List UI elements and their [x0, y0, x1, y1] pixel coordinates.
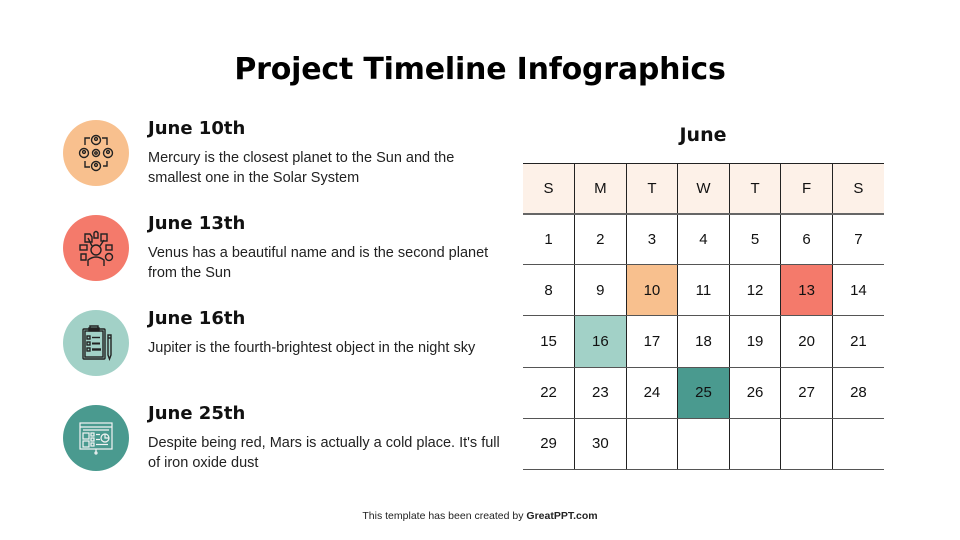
- calendar-day-cell: 28: [831, 367, 884, 419]
- calendar-day-cell-highlighted: 13: [780, 264, 833, 317]
- calendar-day-cell-empty: [780, 418, 833, 471]
- calendar-day-cell: 15: [523, 315, 576, 368]
- event-icon-circle: [63, 215, 129, 281]
- footer-text: This template has been created by: [362, 510, 527, 522]
- calendar-day-cell: 11: [677, 264, 730, 317]
- calendar-week-row: 1 2 3 4 5 6 7: [523, 213, 884, 266]
- calendar-day-cell: 12: [728, 264, 782, 317]
- team-network-icon: [78, 134, 114, 172]
- calendar-day-cell: 14: [831, 264, 884, 317]
- calendar-day-cell: 29: [523, 418, 576, 471]
- event-item: June 13th Venus has a beautiful name and…: [63, 213, 503, 283]
- event-date: June 25th: [148, 403, 246, 424]
- calendar-grid: S M T W T F S 1 2 3 4 5 6 7 8 9 10 11 12…: [523, 163, 884, 471]
- calendar-week-row: 29 30: [523, 418, 884, 471]
- calendar-day-cell: 6: [780, 213, 833, 266]
- calendar-month-title: June: [679, 124, 727, 146]
- event-description: Venus has a beautiful name and is the se…: [148, 245, 489, 281]
- footer-brand-link[interactable]: GreatPPT.com: [526, 510, 598, 522]
- calendar-day-cell: 30: [574, 418, 627, 471]
- event-description: Despite being red, Mars is actually a co…: [148, 435, 500, 471]
- calendar-day-cell: 22: [523, 367, 576, 419]
- calendar-week-row: 15 16 17 18 19 20 21: [523, 315, 884, 368]
- event-icon-circle: [63, 310, 129, 376]
- calendar-day-cell-highlighted: 25: [677, 367, 730, 419]
- calendar-day-cell: 7: [831, 213, 884, 266]
- calendar-day-cell: 24: [625, 367, 679, 419]
- calendar-day-cell-empty: [728, 418, 782, 471]
- calendar-day-cell: 20: [780, 315, 833, 368]
- calendar-day-cell: 18: [677, 315, 730, 368]
- calendar-day-cell: 9: [574, 264, 627, 317]
- event-icon-circle: [63, 120, 129, 186]
- calendar-day-cell-empty: [625, 418, 679, 471]
- event-date: June 10th: [148, 118, 246, 139]
- calendar-day-cell: 2: [574, 213, 627, 266]
- calendar-day-cell: 1: [523, 213, 576, 266]
- event-description: Mercury is the closest planet to the Sun…: [148, 150, 455, 186]
- calendar-week-row: 22 23 24 25 26 27 28: [523, 367, 884, 419]
- event-icon-circle: [63, 405, 129, 471]
- calendar-day-cell: 3: [625, 213, 679, 266]
- weekday-wednesday: W: [677, 163, 730, 215]
- presentation-board-icon: [79, 422, 113, 455]
- weekday-tuesday: T: [625, 163, 679, 215]
- weekday-friday: F: [780, 163, 833, 215]
- event-date: June 13th: [148, 213, 246, 234]
- event-description: Jupiter is the fourth-brightest object i…: [148, 340, 476, 356]
- multitasking-person-icon: [79, 230, 114, 266]
- weekday-saturday: S: [831, 163, 884, 215]
- event-item: June 16th Jupiter is the fourth-brightes…: [63, 308, 503, 378]
- calendar-day-cell: 19: [728, 315, 782, 368]
- calendar-day-cell-empty: [831, 418, 884, 471]
- weekday-thursday: T: [728, 163, 782, 215]
- weekday-sunday: S: [523, 163, 576, 215]
- calendar-week-row: 8 9 10 11 12 13 14: [523, 264, 884, 317]
- calendar-day-cell: 27: [780, 367, 833, 419]
- footer-credit: This template has been created by GreatP…: [0, 510, 960, 522]
- clipboard-checklist-icon: [82, 325, 112, 361]
- calendar-day-cell-highlighted: 10: [625, 264, 679, 317]
- calendar-day-cell: 4: [677, 213, 730, 266]
- calendar-day-cell-empty: [677, 418, 730, 471]
- calendar-day-cell: 26: [728, 367, 782, 419]
- page-title: Project Timeline Infographics: [234, 52, 726, 87]
- calendar-day-cell: 21: [831, 315, 884, 368]
- weekday-header-row: S M T W T F S: [523, 163, 884, 215]
- calendar-day-cell: 8: [523, 264, 576, 317]
- event-date: June 16th: [148, 308, 246, 329]
- calendar-day-cell: 23: [574, 367, 627, 419]
- calendar-day-cell-highlighted: 16: [574, 315, 627, 368]
- calendar-day-cell: 5: [728, 213, 782, 266]
- event-item: June 25th Despite being red, Mars is act…: [63, 403, 503, 473]
- event-item: June 10th Mercury is the closest planet …: [63, 118, 503, 188]
- weekday-monday: M: [574, 163, 627, 215]
- calendar-day-cell: 17: [625, 315, 679, 368]
